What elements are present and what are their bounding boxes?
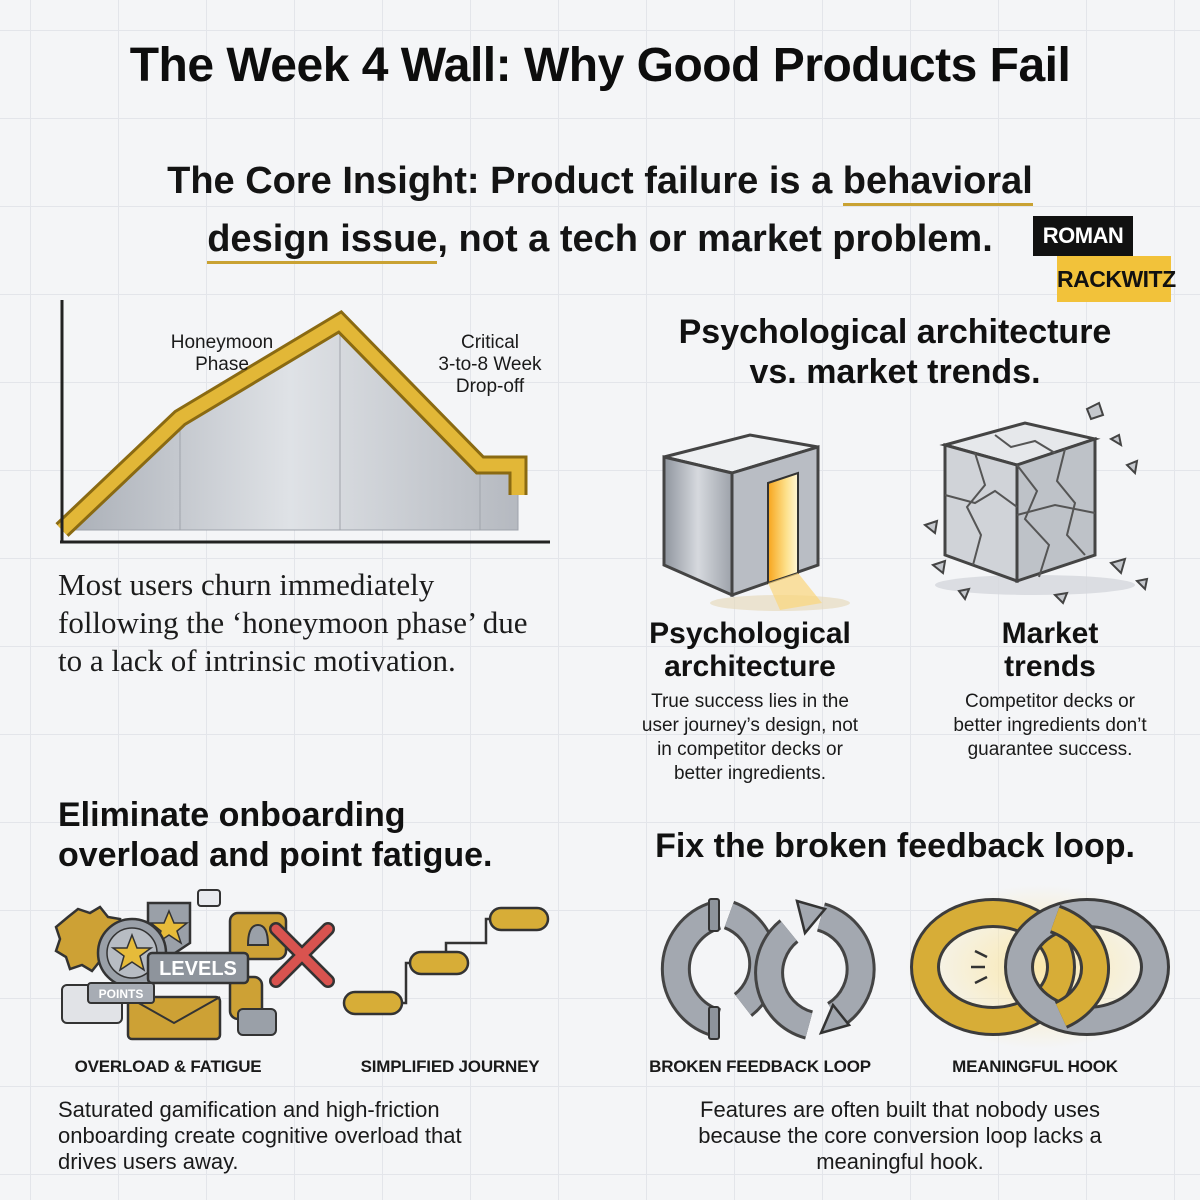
insight-suffix: , not a tech or market problem.: [437, 218, 993, 260]
author-badge-last: RACKWITZ: [1057, 256, 1176, 302]
honeymoon-label-line2: Phase: [195, 354, 249, 375]
insight-prefix: The Core Insight: Product failure is a: [167, 160, 843, 202]
levels-text: LEVELS: [159, 958, 237, 980]
broken-loop-caption: BROKEN FEEDBACK LOOP: [649, 1057, 871, 1076]
market-trends-desc-line1: Competitor decks or: [964, 691, 1135, 712]
retention-line-highlight: [57, 313, 525, 535]
psych-architecture-desc-line2: user journey’s design, not: [641, 715, 859, 736]
meaningful-hook-icon: [905, 885, 1175, 1049]
onboarding-heading-line2: overload and point fatigue.: [58, 836, 493, 874]
dropoff-label-line3: Drop-off: [456, 376, 525, 397]
architecture-heading: Psychological architecture vs. market tr…: [630, 312, 1160, 392]
dropoff-label-line1: Critical: [461, 332, 519, 353]
architecture-heading-line2: vs. market trends.: [749, 353, 1041, 391]
author-badge-first: ROMAN: [1033, 216, 1133, 256]
psych-architecture-title-line1: Psychological: [649, 617, 851, 650]
psych-architecture-desc-line4: better ingredients.: [673, 763, 827, 784]
market-trends-desc: Competitor decks or better ingredients d…: [910, 690, 1190, 762]
insight-highlight-behavioral: behavioral: [842, 160, 1033, 206]
onboarding-heading: Eliminate onboarding overload and point …: [58, 795, 598, 875]
market-trends-title-line2: trends: [1004, 650, 1096, 683]
psych-architecture-title-line2: architecture: [664, 650, 836, 683]
red-x-icon: [269, 922, 335, 988]
feedback-desc: Features are often built that nobody use…: [630, 1097, 1170, 1175]
page-title: The Week 4 Wall: Why Good Products Fail: [129, 39, 1071, 92]
feedback-heading: Fix the broken feedback loop.: [655, 827, 1135, 865]
market-trends-desc-line2: better ingredients don’t: [953, 715, 1147, 736]
feedback-desc-line3: meaningful hook.: [816, 1149, 984, 1174]
market-trends-desc-line3: guarantee success.: [967, 739, 1133, 760]
meaningful-hook-caption: MEANINGFUL HOOK: [952, 1057, 1118, 1076]
overload-caption: OVERLOAD & FATIGUE: [74, 1057, 262, 1076]
architecture-heading-line1: Psychological architecture: [678, 313, 1112, 351]
onboarding-heading-line1: Eliminate onboarding: [58, 796, 406, 834]
churn-description: Most users churn immediately following t…: [58, 567, 528, 678]
psych-architecture-desc-line1: True success lies in the: [651, 691, 849, 712]
retention-diagram: Honeymoon Phase Critical 3-to-8 Week Dro…: [55, 300, 550, 544]
psych-architecture-desc: True success lies in the user journey’s …: [610, 690, 890, 786]
feedback-desc-line1: Features are often built that nobody use…: [700, 1097, 1100, 1122]
simplified-caption: SIMPLIFIED JOURNEY: [360, 1057, 540, 1076]
feedback-desc-line2: because the core conversion loop lacks a: [698, 1123, 1102, 1148]
core-insight: The Core Insight: Product failure is a b…: [90, 152, 1110, 268]
psych-architecture-desc-line3: in competitor decks or: [657, 739, 843, 760]
author-badge: ROMAN RACKWITZ: [1033, 210, 1176, 305]
dropoff-label-line2: 3-to-8 Week: [438, 354, 542, 375]
onboarding-desc-line2: onboarding create cognitive overload tha…: [58, 1123, 462, 1148]
onboarding-desc-line1: Saturated gamification and high-friction: [58, 1097, 440, 1122]
insight-highlight-design-issue: design issue: [207, 218, 438, 264]
onboarding-desc-line3: drives users away.: [58, 1149, 239, 1174]
solid-structure-icon: [662, 433, 850, 611]
points-text: POINTS: [99, 987, 144, 1001]
broken-loop-icon: [660, 898, 876, 1040]
honeymoon-label-line1: Honeymoon: [171, 332, 273, 353]
levels-badge: [146, 951, 250, 985]
points-badge: [87, 982, 155, 1004]
cracked-structure-icon: [922, 401, 1149, 605]
gamification-overload-icon: LEVELS POINTS: [54, 889, 335, 1041]
psych-architecture-title: Psychological architecture: [620, 617, 880, 683]
market-trends-title-line1: Market: [1001, 617, 1099, 650]
onboarding-desc: Saturated gamification and high-friction…: [58, 1097, 598, 1175]
market-trends-title: Market trends: [920, 617, 1180, 683]
simplified-journey-icon: [342, 906, 550, 1016]
